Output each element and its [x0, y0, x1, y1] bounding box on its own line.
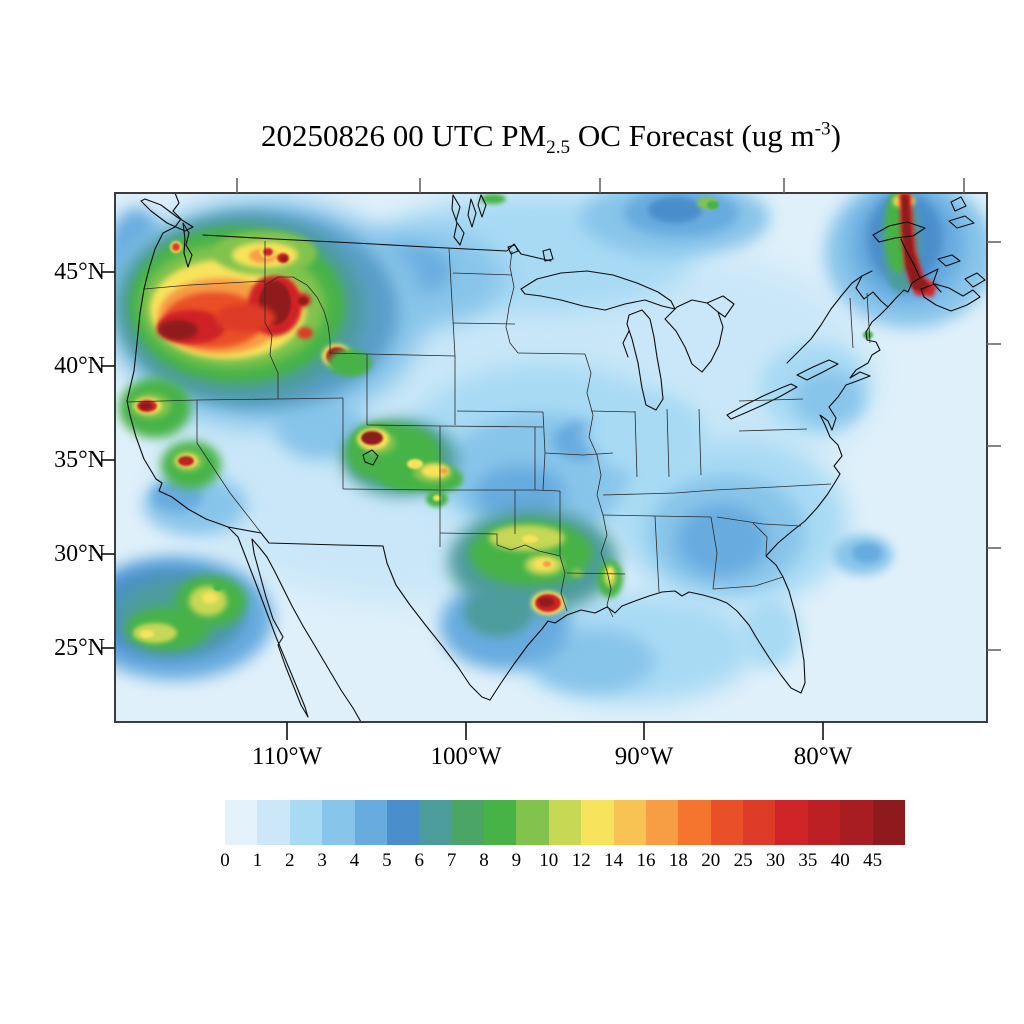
colorbar-segment — [451, 800, 484, 845]
colorbar-segment — [678, 800, 711, 845]
lon-tick-label: 80°W — [793, 743, 853, 770]
lat-tick-label: 35°N — [54, 447, 105, 473]
title-suffix: ) — [830, 118, 841, 153]
colorbar-tick-label: 3 — [317, 850, 327, 871]
title-prefix: 20250826 00 UTC PM — [261, 118, 547, 153]
colorbar-segment — [419, 800, 452, 845]
colorbar-tick-label: 8 — [479, 850, 489, 871]
map-frame — [114, 192, 988, 723]
colorbar-tick-label: 4 — [349, 850, 360, 871]
colorbar-tick-label: 14 — [604, 850, 624, 871]
colorbar-segment — [807, 800, 841, 845]
colorbar-segment — [840, 800, 873, 845]
colorbar-segment — [872, 800, 905, 845]
lon-tick-label: 90°W — [614, 743, 674, 770]
colorbar-segment — [581, 800, 614, 845]
lon-tick-label: 100°W — [430, 743, 502, 770]
colorbar-segment — [289, 800, 323, 845]
colorbar-segment — [645, 800, 679, 845]
title-subscript: 2.5 — [546, 137, 571, 159]
colorbar-tick-label: 25 — [733, 850, 753, 871]
colorbar-tick-label: 5 — [382, 850, 392, 871]
colorbar-tick-label: 18 — [668, 850, 688, 871]
colorbar-segment — [613, 800, 646, 845]
colorbar — [225, 800, 905, 845]
forecast-map — [101, 178, 1001, 740]
colorbar-tick-label: 35 — [798, 850, 818, 871]
colorbar-tick-label: 12 — [571, 850, 591, 871]
colorbar-tick-label: 45 — [863, 850, 883, 871]
colorbar-tick-label: 2 — [285, 850, 295, 871]
colorbar-tick-label: 20 — [701, 850, 721, 871]
colorbar-segment — [516, 800, 549, 845]
secondary-ticks — [236, 178, 1001, 651]
colorbar-segment — [386, 800, 420, 845]
colorbar-segment — [743, 800, 776, 845]
axis-ticks — [101, 271, 824, 740]
colorbar-segment — [775, 800, 808, 845]
colorbar-tick-label: 9 — [511, 850, 522, 871]
colorbar-segment — [484, 800, 517, 845]
state-borders — [126, 241, 871, 618]
coastlines — [126, 193, 986, 722]
colorbar-tick-label: 7 — [446, 850, 457, 871]
colorbar-tick-label: 16 — [636, 850, 656, 871]
title-middle: OC Forecast (ug m — [570, 118, 815, 153]
colorbar-tick-label: 10 — [539, 850, 559, 871]
colorbar-tick-label: 30 — [765, 850, 785, 871]
figure-title: 20250826 00 UTC PM2.5 OC Forecast (ug m-… — [115, 118, 987, 159]
colorbar-segment — [257, 800, 290, 845]
colorbar-tick-label: 6 — [414, 850, 425, 871]
lat-tick-label: 45°N — [54, 259, 105, 285]
lat-tick-label: 25°N — [54, 635, 105, 661]
lon-tick-label: 110°W — [251, 743, 323, 770]
colorbar-segment — [548, 800, 582, 845]
lat-tick-label: 30°N — [54, 541, 105, 567]
lat-tick-label: 40°N — [54, 353, 105, 379]
colorbar-tick-label: 0 — [220, 850, 230, 871]
colorbar-tick-label: 40 — [830, 850, 850, 871]
colorbar-segment — [354, 800, 387, 845]
title-superscript: -3 — [814, 118, 831, 140]
colorbar-segment — [225, 800, 258, 845]
colorbar-segment — [322, 800, 355, 845]
colorbar-tick-label: 1 — [252, 850, 263, 871]
colorbar-segment — [710, 800, 743, 845]
map-plot-area — [114, 192, 988, 723]
